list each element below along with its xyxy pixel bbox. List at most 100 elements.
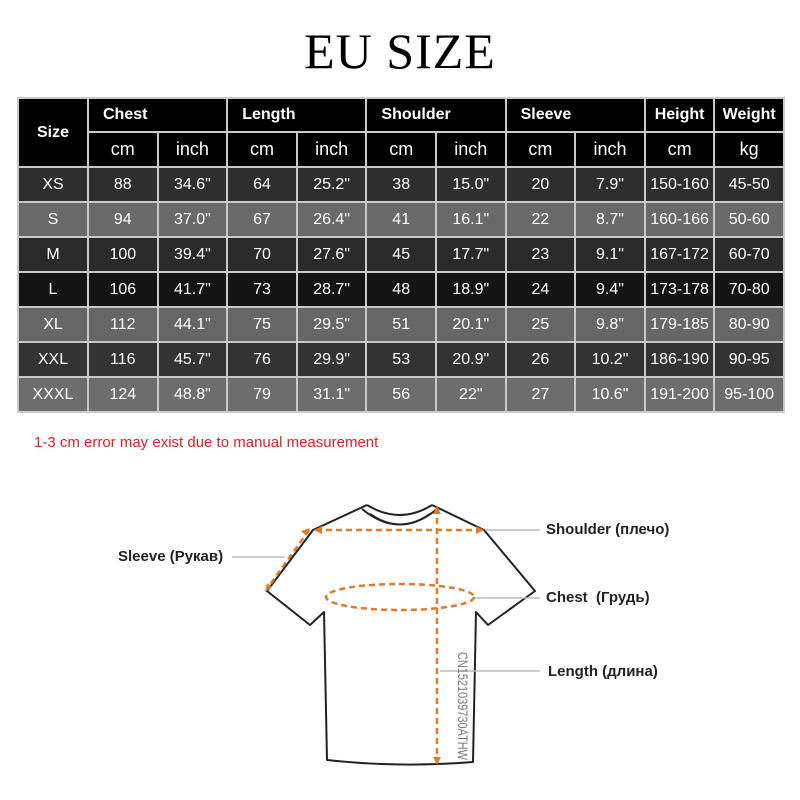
value-cell: 88 xyxy=(87,166,159,203)
chest-label: Chest (Грудь) xyxy=(546,589,650,606)
size-cell: XXXL xyxy=(17,376,89,413)
table-row: XXXL 124 48.8" 79 31.1" 56 22" 27 10.6" 191-200 95… xyxy=(17,376,785,413)
value-cell: 116 xyxy=(87,341,159,378)
value-cell: 60-70 xyxy=(713,236,785,273)
value-cell: 75 xyxy=(226,306,298,343)
value-cell: 29.5" xyxy=(295,306,368,343)
value-cell: 22 xyxy=(504,201,577,238)
value-cell: 79 xyxy=(226,376,298,413)
header-length: Length xyxy=(226,97,368,133)
arrow-icon xyxy=(433,757,441,765)
value-cell: 20 xyxy=(504,166,577,203)
header-row-groups: Size Chest Length Shoulder Sleeve Height… xyxy=(17,97,785,168)
value-cell: 50-60 xyxy=(713,201,785,238)
header-height: Height xyxy=(643,97,716,133)
arrow-icon xyxy=(265,583,272,592)
value-cell: 64 xyxy=(226,166,298,203)
size-table: Size Chest Length Shoulder Sleeve Height… xyxy=(17,97,785,413)
unit-header: cm xyxy=(365,131,437,168)
arrow-icon xyxy=(301,528,310,535)
value-cell: 191-200 xyxy=(643,376,716,413)
value-cell: 45 xyxy=(365,236,437,273)
unit-header: inch xyxy=(574,131,646,168)
unit-header: inch xyxy=(156,131,229,168)
value-cell: 23 xyxy=(504,236,577,273)
value-cell: 10.2" xyxy=(574,341,646,378)
value-cell: 48.8" xyxy=(156,376,229,413)
value-cell: 186-190 xyxy=(643,341,716,378)
size-cell: S xyxy=(17,201,89,238)
header-shoulder: Shoulder xyxy=(365,97,507,133)
arrow-icon xyxy=(476,526,484,534)
unit-header: cm xyxy=(504,131,577,168)
unit-header: cm xyxy=(226,131,298,168)
value-cell: 37.0" xyxy=(156,201,229,238)
header-weight: Weight xyxy=(713,97,785,133)
size-cell: L xyxy=(17,271,89,308)
value-cell: 67 xyxy=(226,201,298,238)
value-cell: 8.7" xyxy=(574,201,646,238)
value-cell: 18.9" xyxy=(435,271,507,308)
value-cell: 24 xyxy=(504,271,577,308)
tshirt-outline xyxy=(266,504,536,766)
value-cell: 90-95 xyxy=(713,341,785,378)
value-cell: 70-80 xyxy=(713,271,785,308)
value-cell: 76 xyxy=(226,341,298,378)
value-cell: 15.0" xyxy=(435,166,507,203)
value-cell: 56 xyxy=(365,376,437,413)
value-cell: 31.1" xyxy=(295,376,368,413)
value-cell: 48 xyxy=(365,271,437,308)
table-row: M 100 39.4" 70 27.6" 45 17.7" 23 9.1" 167-172 60-7… xyxy=(17,236,785,273)
value-cell: 10.6" xyxy=(574,376,646,413)
chest-measure xyxy=(324,582,476,612)
value-cell: 124 xyxy=(87,376,159,413)
page-title: EU SIZE xyxy=(304,23,496,79)
value-cell: 9.4" xyxy=(574,271,646,308)
value-cell: 179-185 xyxy=(643,306,716,343)
length-label: Length (длина) xyxy=(548,663,658,680)
arrow-icon xyxy=(433,506,441,514)
size-cell: XXL xyxy=(17,341,89,378)
value-cell: 25.2" xyxy=(295,166,368,203)
table-row: XXL 116 45.7" 76 29.9" 53 20.9" 26 10.2" 186-190 9… xyxy=(17,341,785,378)
header-chest: Chest xyxy=(86,97,229,133)
size-cell: XL xyxy=(17,306,89,343)
value-cell: 45-50 xyxy=(713,166,785,203)
value-cell: 17.7" xyxy=(435,236,507,273)
value-cell: 41.7" xyxy=(156,271,229,308)
tshirt-collar xyxy=(361,504,438,526)
arrow-icon xyxy=(314,526,322,534)
sleeve-label: Sleeve (Рукав) xyxy=(118,548,224,565)
table-row: L 106 41.7" 73 28.7" 48 18.9" 24 9.4" 173-178 70-8… xyxy=(17,271,785,308)
watermark: CN1521039730ATHW xyxy=(455,652,471,761)
value-cell: 38 xyxy=(365,166,437,203)
shoulder-label: Shoulder (плечо) xyxy=(546,521,670,538)
unit-header: cm xyxy=(643,131,716,168)
value-cell: 100 xyxy=(87,236,159,273)
value-cell: 150-160 xyxy=(643,166,716,203)
size-cell: M xyxy=(17,236,89,273)
value-cell: 20.9" xyxy=(435,341,507,378)
unit-header: inch xyxy=(295,131,368,168)
value-cell: 34.6" xyxy=(156,166,229,203)
size-cell: XS xyxy=(17,166,89,203)
table-row: XL 112 44.1" 75 29.5" 51 20.1" 25 9.8" 179-185 80-… xyxy=(17,306,785,343)
value-cell: 28.7" xyxy=(295,271,368,308)
measurement-note: 1-3 cm error may exist due to manual mea… xyxy=(34,434,379,451)
value-cell: 16.1" xyxy=(435,201,507,238)
value-cell: 80-90 xyxy=(713,306,785,343)
value-cell: 7.9" xyxy=(574,166,646,203)
value-cell: 160-166 xyxy=(643,201,716,238)
value-cell: 9.1" xyxy=(574,236,646,273)
value-cell: 26.4" xyxy=(295,201,368,238)
value-cell: 29.9" xyxy=(295,341,368,378)
table-row: S 94 37.0" 67 26.4" 41 16.1" 22 8.7" 160-166 50-60 xyxy=(17,201,785,238)
value-cell: 20.1" xyxy=(435,306,507,343)
value-cell: 27 xyxy=(504,376,577,413)
value-cell: 41 xyxy=(365,201,437,238)
value-cell: 106 xyxy=(87,271,159,308)
value-cell: 53 xyxy=(365,341,437,378)
value-cell: 39.4" xyxy=(156,236,229,273)
